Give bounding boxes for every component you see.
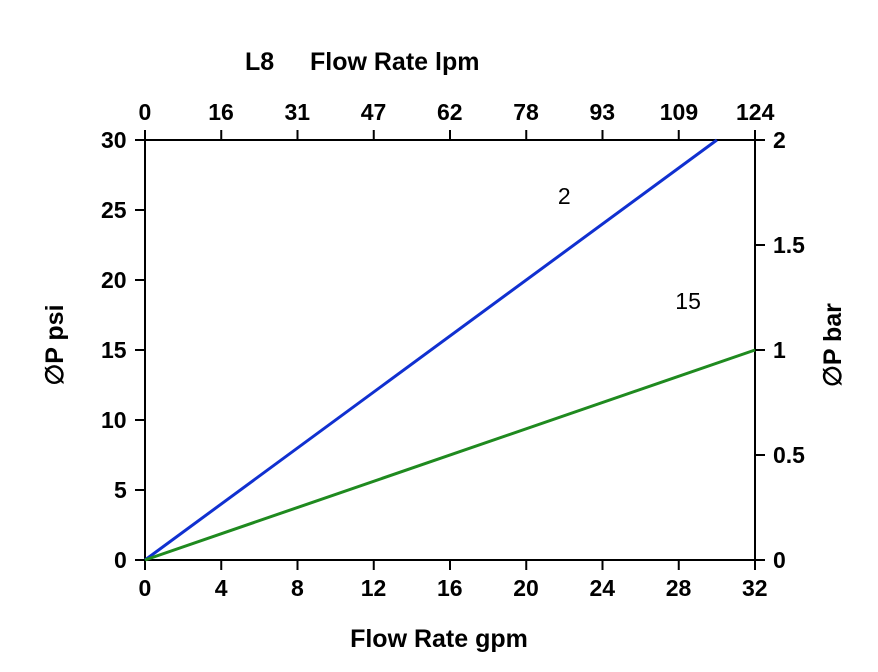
x-top-tick-93: 93 (590, 99, 616, 126)
x-bottom-tick-28: 28 (666, 575, 692, 602)
y-left-tick-0: 0 (114, 547, 127, 574)
x-bottom-tick-20: 20 (513, 575, 539, 602)
x-bottom-tick-16: 16 (437, 575, 463, 602)
y-left-tick-30: 30 (101, 127, 127, 154)
x-top-tick-62: 62 (437, 99, 463, 126)
y-left-tick-25: 25 (101, 197, 127, 224)
y-left-tick-20: 20 (101, 267, 127, 294)
x-bottom-tick-4: 4 (215, 575, 228, 602)
chart-container: L8 Flow Rate lpm ∅P psi ∅P bar Flow Rate… (0, 0, 878, 672)
x-top-tick-78: 78 (513, 99, 539, 126)
x-bottom-tick-32: 32 (742, 575, 768, 602)
series-label-15: 15 (675, 288, 701, 315)
x-top-tick-109: 109 (660, 99, 698, 126)
x-top-tick-31: 31 (285, 99, 311, 126)
y-right-tick-2: 2 (773, 127, 786, 154)
series-label-2: 2 (558, 183, 571, 210)
y-right-tick-1.5: 1.5 (773, 232, 805, 259)
series-15 (145, 350, 755, 560)
y-right-tick-0: 0 (773, 547, 786, 574)
x-bottom-tick-12: 12 (361, 575, 387, 602)
x-top-tick-47: 47 (361, 99, 387, 126)
x-top-tick-16: 16 (208, 99, 234, 126)
y-left-tick-10: 10 (101, 407, 127, 434)
x-top-tick-124: 124 (736, 99, 774, 126)
x-bottom-tick-8: 8 (291, 575, 304, 602)
y-left-tick-15: 15 (101, 337, 127, 364)
y-right-tick-0.5: 0.5 (773, 442, 805, 469)
series-2 (145, 140, 717, 560)
y-left-tick-5: 5 (114, 477, 127, 504)
x-top-tick-0: 0 (139, 99, 152, 126)
x-bottom-tick-0: 0 (139, 575, 152, 602)
x-bottom-tick-24: 24 (590, 575, 616, 602)
y-right-tick-1: 1 (773, 337, 786, 364)
